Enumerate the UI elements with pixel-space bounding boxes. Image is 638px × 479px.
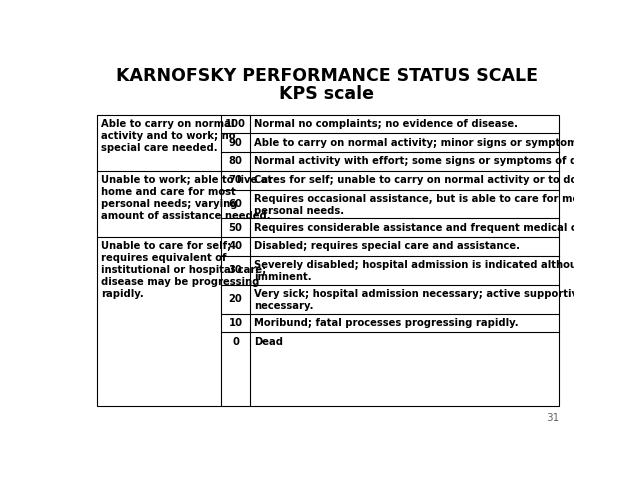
Text: Requires considerable assistance and frequent medical care.: Requires considerable assistance and fre… [255, 223, 600, 233]
Text: Cares for self; unable to carry on normal activity or to do active work.: Cares for self; unable to carry on norma… [255, 175, 638, 185]
Text: 50: 50 [228, 223, 242, 233]
Text: 80: 80 [228, 157, 242, 166]
Text: 31: 31 [546, 412, 560, 422]
Text: 60: 60 [228, 199, 242, 209]
Text: KARNOFSKY PERFORMANCE STATUS SCALE: KARNOFSKY PERFORMANCE STATUS SCALE [116, 67, 538, 85]
Text: Unable to care for self;
requires equivalent of
institutional or hospital care;
: Unable to care for self; requires equiva… [101, 241, 266, 299]
Text: Dead: Dead [255, 337, 283, 347]
Text: 30: 30 [228, 265, 242, 275]
Text: 100: 100 [225, 119, 246, 129]
Text: 40: 40 [228, 241, 242, 251]
Text: 90: 90 [228, 138, 242, 148]
Text: Disabled; requires special care and assistance.: Disabled; requires special care and assi… [255, 241, 521, 251]
Text: Moribund; fatal processes progressing rapidly.: Moribund; fatal processes progressing ra… [255, 318, 519, 328]
Text: Severely disabled; hospital admission is indicated although death not
imminent.: Severely disabled; hospital admission is… [255, 260, 638, 282]
Text: Unable to work; able to live at
home and care for most
personal needs; varying
a: Unable to work; able to live at home and… [101, 175, 272, 221]
Text: Able to carry on normal
activity and to work; no
special care needed.: Able to carry on normal activity and to … [101, 119, 235, 153]
Text: Normal activity with effort; some signs or symptoms of disease.: Normal activity with effort; some signs … [255, 156, 617, 166]
Text: 20: 20 [228, 294, 242, 304]
Text: Able to carry on normal activity; minor signs or symptoms of disease.: Able to carry on normal activity; minor … [255, 137, 638, 148]
Text: 10: 10 [228, 318, 242, 328]
Text: 0: 0 [232, 337, 239, 347]
Text: Normal no complaints; no evidence of disease.: Normal no complaints; no evidence of dis… [255, 119, 518, 129]
Text: Requires occasional assistance, but is able to care for most of his
personal nee: Requires occasional assistance, but is a… [255, 194, 625, 216]
Text: 70: 70 [228, 175, 242, 185]
Text: Very sick; hospital admission necessary; active supportive treatment
necessary.: Very sick; hospital admission necessary;… [255, 289, 638, 311]
Text: KPS scale: KPS scale [279, 85, 375, 103]
